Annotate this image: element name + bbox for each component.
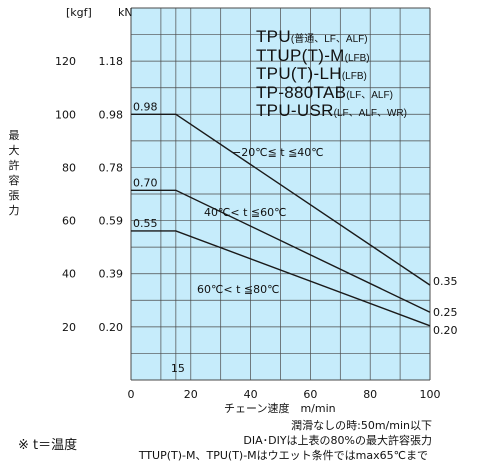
x-marker-label: 15 [171,362,185,375]
series-end-label: 0.25 [433,306,458,319]
x-tick-label: 0 [128,388,135,401]
model-entry: TPU(T)-LH(LFB) [256,64,367,83]
x-tick-label: 20 [184,388,198,401]
series-start-label: 0.98 [133,100,158,113]
note-lubrication: 潤滑なしの時:50m/min以下 [291,419,432,432]
series-lines [131,113,431,327]
x-axis-title: チェーン速度 m/min [224,401,336,415]
x-tick-label: 60 [303,388,317,401]
x-tick-label: 80 [363,388,377,401]
y-axis-title-char: 力 [8,204,20,217]
y-axis-title-char: 最 [8,129,20,142]
y-unit-kgf: [kgf] [66,6,92,19]
curve-label-3: 60℃< t ≦80℃ [197,283,279,296]
y-tick-label-kgf: 120 [55,55,76,68]
series-line [131,113,431,286]
y-tick-label-kgf: 60 [62,215,76,228]
y-axis-title-char: 容 [8,174,20,187]
series-line [131,189,431,313]
y-tick-label-kn: 0.59 [99,215,124,228]
footnote-temperature: ※ t＝温度 [18,438,78,453]
x-tick-label: 40 [244,388,258,401]
chain-model-list: TPU(普通、LF、ALF) TTUP(T)-M(LFB) TPU(T)-LH(… [256,27,407,120]
series-end-label: 0.35 [433,275,458,288]
series-start-label: 0.70 [133,176,158,189]
model-entry: TP-880TAB(LF、ALF) [256,82,393,102]
y-axis-title: 最 大 許 容 張 力 [8,128,20,218]
series-start-label: 0.55 [133,217,158,230]
y-tick-label-kn: 0.78 [99,161,124,174]
y-tick-label-kn: 0.20 [99,321,124,334]
y-axis-title-char: 大 [8,144,20,157]
series-value-labels: 0.98 0.35 0.70 0.25 0.55 0.20 [133,100,458,337]
model-entry: TTUP(T)-M(LFB) [256,45,370,65]
model-entry: TPU(普通、LF、ALF) [256,27,368,46]
y-unit-kn: kN [118,6,133,19]
curve-label-1: −20℃≦ t ≦40℃ [232,146,324,159]
curve-label-2: 40℃< t ≦60℃ [204,206,286,219]
y-tick-label-kgf: 100 [55,108,76,121]
y-tick-label-kn: 1.18 [99,55,124,68]
y-tick-label-kn: 0.39 [99,268,124,281]
x-tick-label: 100 [420,388,441,401]
note-ttup: TTUP(T)-M、TPU(T)-Mはウエット条件ではmax65℃まで [138,449,428,462]
y-tick-label-kgf: 20 [62,321,76,334]
y-tick-label-kn: 0.98 [99,108,124,121]
y-axis-title-char: 張 [8,189,20,202]
y-tick-label-kgf: 80 [62,161,76,174]
y-axis-title-char: 許 [8,159,20,172]
tick-labels: 0 20 40 60 80 100 120 100 80 60 40 20 1.18 0.98 0.78 0.… [55,55,441,401]
series-end-label: 0.20 [433,324,458,337]
y-tick-label-kgf: 40 [62,268,76,281]
model-entry: TPU-USR(LF、ALF、WR) [256,101,407,120]
grid-lines [130,7,431,381]
note-dia: DIA･DIYは上表の80%の最大許容張力 [243,434,432,447]
series-line [131,230,431,327]
